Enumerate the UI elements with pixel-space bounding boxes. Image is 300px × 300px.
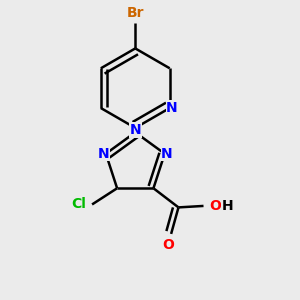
Text: N: N	[130, 123, 141, 137]
Text: N: N	[98, 147, 109, 161]
Text: O: O	[209, 199, 220, 213]
Text: Cl: Cl	[71, 197, 86, 212]
Text: H: H	[222, 199, 233, 213]
Text: O: O	[162, 238, 174, 252]
Text: N: N	[166, 101, 178, 115]
Text: N: N	[161, 147, 173, 161]
Text: Br: Br	[127, 6, 144, 20]
